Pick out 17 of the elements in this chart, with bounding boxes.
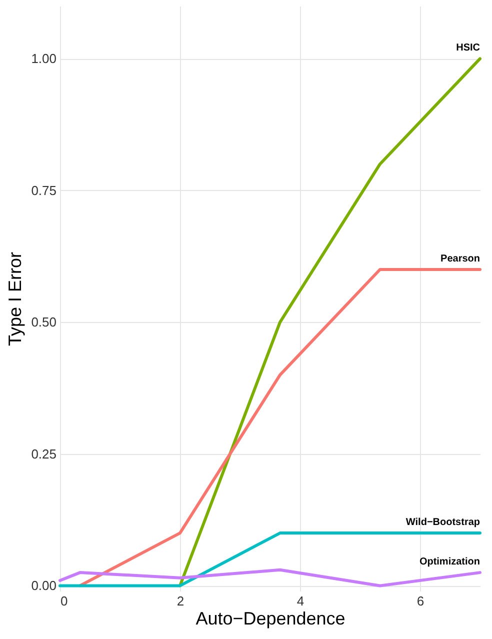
y-tick-label: 0.75 xyxy=(31,182,56,198)
x-tick-label: 2 xyxy=(176,594,184,608)
x-tick-label: 4 xyxy=(296,594,304,608)
series-label: HSIC xyxy=(456,42,480,54)
y-axis-title: Type I Error xyxy=(5,252,26,346)
y-tick-label: 0.00 xyxy=(31,578,56,594)
line-series xyxy=(58,568,482,588)
series-label: Pearson xyxy=(440,254,480,265)
y-tick-label: 1.00 xyxy=(31,51,56,66)
y-tick-label: 0.25 xyxy=(31,446,56,462)
x-axis-title: Auto−Dependence xyxy=(196,608,346,628)
y-tick-label: 0.50 xyxy=(31,314,56,330)
series-label: Optimization xyxy=(419,556,480,568)
x-tick-label: 0 xyxy=(60,594,68,608)
series-label: Wild−Bootstrap xyxy=(406,517,480,528)
line-series xyxy=(78,268,482,588)
x-tick-label: 6 xyxy=(416,594,424,608)
